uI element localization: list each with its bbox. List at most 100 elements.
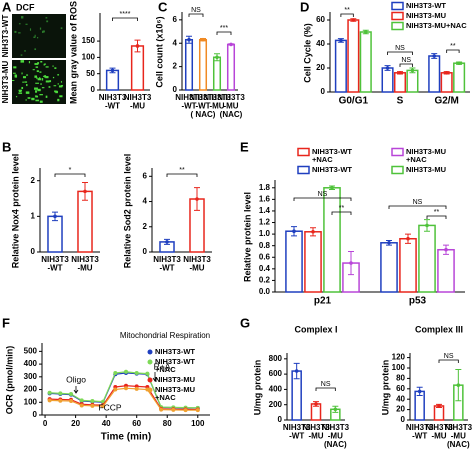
x-tick-label: NIH3T3 [71,255,99,264]
image-speck [37,88,41,92]
mean-dot [425,223,429,228]
y-tick-label: 1.8 [259,183,271,192]
mean-dot [410,68,415,73]
x-tick-label: -MU [130,102,145,111]
y-tick-label: 2 [173,62,178,71]
image-speck [20,60,25,63]
panel-letter: E [240,139,249,154]
x-tick-label: 60 [132,419,141,428]
legend-swatch [391,1,404,11]
significance-label: NS [318,191,328,198]
x-tick-label: NIH3T3 [406,423,434,432]
x-tick-label: -MU [189,264,204,273]
mean-dot [387,240,391,245]
data-point [113,371,118,375]
panel-letter: C [158,0,168,14]
x-tick-label: -MU [451,432,466,441]
data-point [195,408,200,413]
y-axis-label: Mean gray value of ROS [68,1,78,104]
bar [347,19,360,93]
image-speck [55,90,58,94]
legend-label: NIH3T3-MU+NAC [406,21,467,30]
y-tick-label: 60 [396,384,405,393]
image-speck [43,75,45,77]
x-tick-label: -MU [328,432,343,441]
legend-label: NIH3T3-MU [406,11,446,20]
y-tick-label: 0.0 [259,287,271,296]
data-point [79,403,84,408]
mean-dot [417,389,422,394]
significance-label: NS [395,45,405,52]
x-tick-label: -MU [308,432,323,441]
significance-label: NS [191,7,201,14]
image-speck [20,54,23,56]
y-tick-label: 0 [33,410,38,419]
mean-dot [437,404,441,408]
y-tick-label: 400 [269,385,283,394]
image-speck [45,66,49,68]
image-speck [60,81,63,83]
y-tick-label: 4 [143,197,148,206]
significance-bracket [387,51,413,55]
bar [198,38,208,91]
mean-dot [165,240,169,244]
x-tick-label: (NAC) [324,440,347,449]
legend-label: NIH3T3-MU [406,147,446,156]
y-axis-label: Cell Cycle (%) [302,23,312,83]
bar [359,31,372,93]
significance-bracket [399,63,413,67]
image-speck [34,87,38,90]
x-tick-label: NIH3T3 [183,255,211,264]
x-tick-label: 100 [191,419,205,428]
data-point [58,391,63,396]
annotation: FCCP [98,402,121,412]
image-speck [25,99,27,101]
panel-letter: F [2,315,10,330]
bar [304,231,322,293]
y-tick-label: 300 [24,372,38,381]
significance-label: NS [444,353,454,360]
image-speck [36,70,39,73]
y-tick-label: 600 [269,369,283,378]
significance-bracket [331,211,352,215]
y-tick-label: 0.8 [259,241,271,250]
image-speck [34,95,38,97]
x-tick-label: -WT [289,432,304,441]
x-tick-label: 0 [43,419,48,428]
bar [212,56,222,91]
mean-dot [385,66,390,70]
y-tick-label: 40 [316,39,325,48]
image-speck [41,78,44,81]
y-tick-label: 0 [278,415,283,424]
image-speck [14,30,17,33]
legend-swatch [391,165,404,175]
mean-dot [457,61,461,65]
bar [323,187,341,293]
x-tick-label: NIH3T3 [153,255,181,264]
image-speck [40,60,43,63]
y-axis-label: U/mg protein [380,360,390,416]
image-speck [59,95,63,98]
x-tick-label: -WT [47,264,62,273]
image-speck [44,75,47,78]
image-speck [37,36,39,39]
series-line [49,371,198,409]
significance-label: ** [344,7,350,14]
image-speck [29,28,32,31]
image-speck [26,84,28,87]
image-speck [35,95,39,98]
chart-title: Complex I [294,324,337,334]
y-tick-label: 100 [392,363,406,372]
data-point [145,371,150,376]
legend-label: NIH3T3-WT [155,357,195,366]
image-speck [18,23,21,25]
legend-label: NIH3T3-WT [312,147,352,156]
mean-dot [398,71,402,75]
image-speck [52,76,55,79]
data-point [69,399,74,403]
data-point [113,387,118,392]
x-tick-label: -WT [181,102,196,111]
data-point [124,386,128,391]
image-speck [18,32,21,34]
image-speck [12,79,15,81]
